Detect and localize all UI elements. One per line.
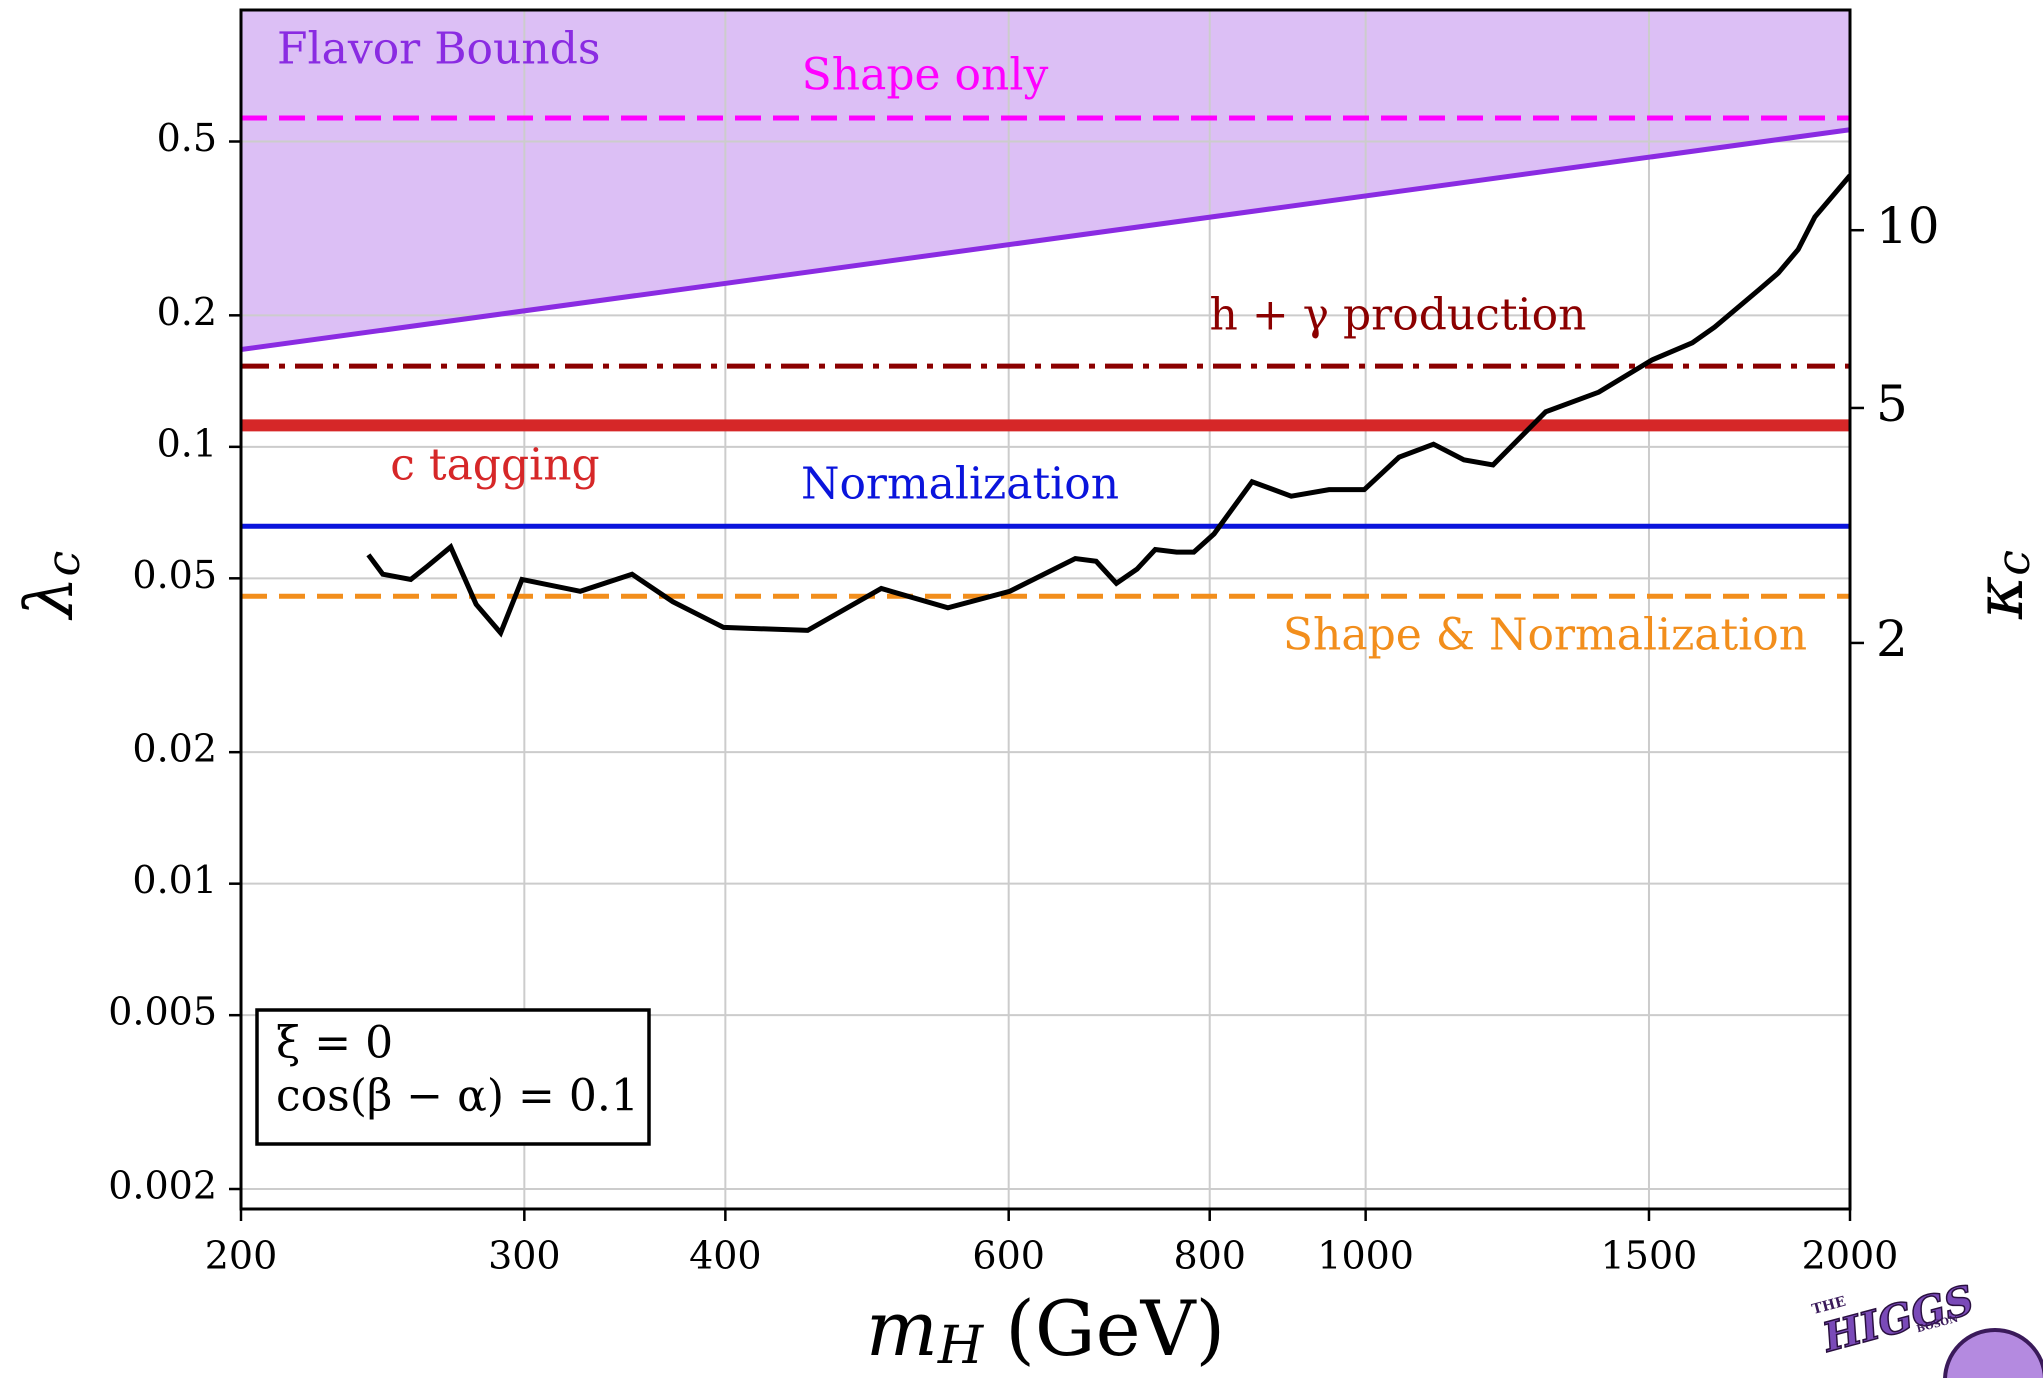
x-tick-label: 800 [1173,1234,1246,1278]
y2-axis-label: κc [1961,550,2040,620]
series-label: Flavor Bounds [277,24,600,75]
x-label-subscript: H [937,1316,985,1376]
series-label: Shape & Normalization [1283,610,1807,661]
series-label: Normalization [801,459,1119,510]
y-tick-label: 0.002 [108,1164,217,1208]
data-line [241,127,1850,353]
annotation-text: ξ = 0 [276,1018,393,1069]
logo-circle [1943,1328,2043,1378]
y2-label-symbol: κ [1961,576,2038,620]
y-tick-label: 0.005 [108,990,217,1034]
annotation-text: cos(β − α) = 0.1 [276,1071,639,1122]
x-axis-label: mH (GeV) [866,1284,1225,1376]
y2-tick-label: 2 [1876,610,1908,668]
y-tick-label: 0.05 [132,553,217,597]
series-label: h + γ production [1210,290,1587,341]
plot-frame [239,8,1852,1211]
x-tick-label: 600 [972,1234,1045,1278]
excluded-region [241,10,1850,350]
annotation-box [255,1008,651,1146]
y2-tick-label: 10 [1876,197,1940,255]
y-label-symbol: λ [11,576,88,621]
y2-tick-label: 5 [1876,375,1908,433]
x-tick-label: 400 [689,1234,762,1278]
y-label-subscript: c [36,551,90,577]
y-tick-label: 0.5 [157,116,217,160]
data-line [366,173,1850,638]
y-tick-label: 0.2 [157,290,217,334]
y2-label-subscript: c [1986,550,2040,576]
x-tick-label: 2000 [1802,1234,1899,1278]
x-tick-label: 200 [205,1234,278,1278]
y-tick-label: 0.1 [157,421,217,465]
x-tick-label: 300 [488,1234,561,1278]
series-label: Shape only [802,50,1049,101]
x-tick-label: 1500 [1601,1234,1698,1278]
x-label-symbol: m [866,1284,938,1373]
y-tick-label: 0.01 [132,858,217,902]
series-label: c tagging [390,440,599,491]
x-tick-label: 1000 [1317,1234,1414,1278]
x-label-unit: (GeV) [1005,1284,1225,1373]
y-axis-label: λc [11,551,90,622]
y-tick-label: 0.02 [132,727,217,771]
